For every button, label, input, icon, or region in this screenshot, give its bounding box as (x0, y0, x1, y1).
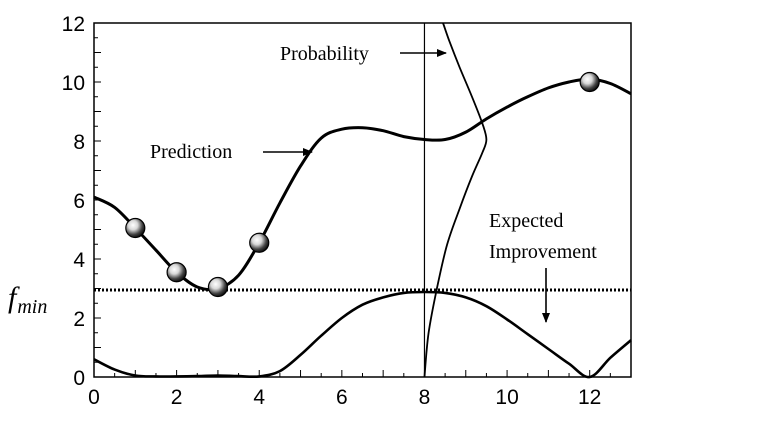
x-tick-label: 0 (88, 386, 100, 409)
expected-improvement-label-line1: Expected (489, 210, 563, 232)
y-tick-label: 0 (73, 367, 85, 390)
sample-point (125, 217, 146, 239)
expected-improvement-curve (93, 290, 632, 379)
expected-improvement-label-line2: Improvement (489, 241, 597, 263)
axes: 0 2 4 6 8 10 12 0 2 4 6 8 10 12 (62, 13, 632, 409)
y-tick-label: 12 (62, 13, 85, 36)
x-tick-label: 12 (578, 386, 601, 409)
y-tick-label: 10 (62, 72, 85, 95)
x-tick-label: 8 (419, 386, 431, 409)
x-tick-label: 6 (336, 386, 348, 409)
sample-markers (125, 71, 600, 298)
y-tick-label: 8 (73, 131, 85, 154)
prediction-label: Prediction (150, 141, 232, 163)
y-tick-label: 4 (73, 249, 85, 272)
curves (93, 22, 632, 379)
fmin-label: fmin (8, 281, 47, 318)
x-tick-label: 10 (495, 386, 518, 409)
probability-curve (423, 22, 488, 378)
sample-point (207, 276, 229, 298)
probability-label: Probability (280, 43, 369, 65)
sample-point (579, 71, 600, 93)
x-tick-label: 4 (253, 386, 265, 409)
y-tick-label: 6 (73, 190, 85, 213)
y-tick-label: 2 (73, 308, 85, 331)
plot-frame (93, 22, 632, 378)
labels: Probability Prediction Expected Improvement… (8, 43, 597, 323)
sample-point (166, 262, 187, 283)
x-tick-label: 2 (171, 386, 183, 409)
sample-point (249, 232, 270, 253)
